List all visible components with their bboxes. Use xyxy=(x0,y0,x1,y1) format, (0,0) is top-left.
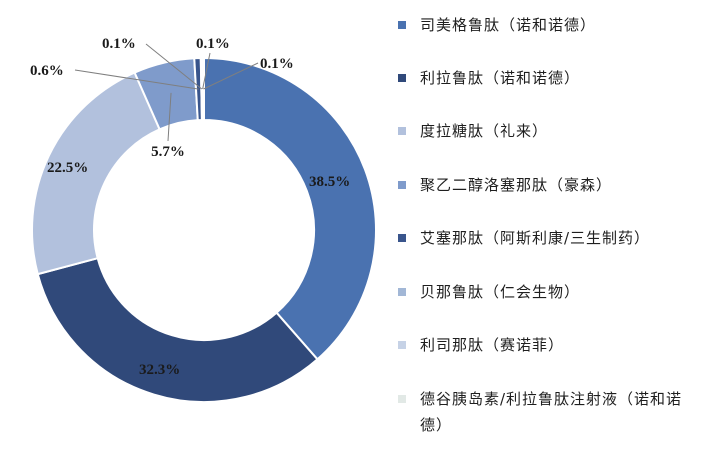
legend-item: 度拉糖肽（礼来） xyxy=(398,118,698,144)
slice-value-label: 22.5% xyxy=(47,160,88,176)
legend-label: 司美格鲁肽（诺和诺德） xyxy=(420,16,597,34)
legend-swatch-icon xyxy=(398,341,406,349)
legend-label: 艾塞那肽（阿斯利康/三生制药） xyxy=(420,229,651,247)
leader-line xyxy=(202,52,211,90)
donut-slice xyxy=(201,56,205,122)
slice-value-label: 0.1% xyxy=(260,56,294,72)
legend-item: 贝那鲁肽（仁会生物） xyxy=(398,279,698,305)
donut-slice xyxy=(31,71,161,276)
legend-swatch-icon xyxy=(398,288,406,296)
legend-label: 贝那鲁肽（仁会生物） xyxy=(420,283,581,301)
leader-line xyxy=(145,43,203,90)
legend-swatch-icon xyxy=(398,74,406,82)
leader-line xyxy=(74,69,199,90)
slice-value-label: 5.7% xyxy=(151,144,185,160)
legend-swatch-icon xyxy=(398,234,406,242)
legend-item: 德谷胰岛素/利拉鲁肽注射液（诺和诺德） xyxy=(398,386,698,438)
donut-slice xyxy=(203,56,377,361)
legend-item: 利拉鲁肽（诺和诺德） xyxy=(398,65,698,91)
legend-item: 利司那肽（赛诺菲） xyxy=(398,332,698,358)
legend-label: 利司那肽（赛诺菲） xyxy=(420,336,565,354)
legend-item: 司美格鲁肽（诺和诺德） xyxy=(398,12,698,38)
legend-label: 利拉鲁肽（诺和诺德） xyxy=(420,69,581,87)
legend-label: 度拉糖肽（礼来） xyxy=(420,122,549,140)
slice-value-label: 32.3% xyxy=(139,362,180,378)
slice-value-label: 38.5% xyxy=(309,174,350,190)
legend-label: 德谷胰岛素/利拉鲁肽注射液（诺和诺德） xyxy=(420,390,683,434)
legend-label: 聚乙二醇洛塞那肽（豪森） xyxy=(420,176,613,194)
legend-swatch-icon xyxy=(398,127,406,135)
leader-line xyxy=(167,92,172,142)
slice-value-label: 0.6% xyxy=(30,63,64,79)
leader-line xyxy=(203,62,259,90)
legend-swatch-icon xyxy=(398,21,406,29)
slice-value-label: 0.1% xyxy=(196,36,230,52)
donut-slice xyxy=(36,256,319,403)
legend-swatch-icon xyxy=(398,181,406,189)
slice-value-label: 0.1% xyxy=(102,36,136,52)
legend-item: 艾塞那肽（阿斯利康/三生制药） xyxy=(398,225,698,251)
legend-swatch-icon xyxy=(398,395,406,403)
legend-item: 聚乙二醇洛塞那肽（豪森） xyxy=(398,172,698,198)
